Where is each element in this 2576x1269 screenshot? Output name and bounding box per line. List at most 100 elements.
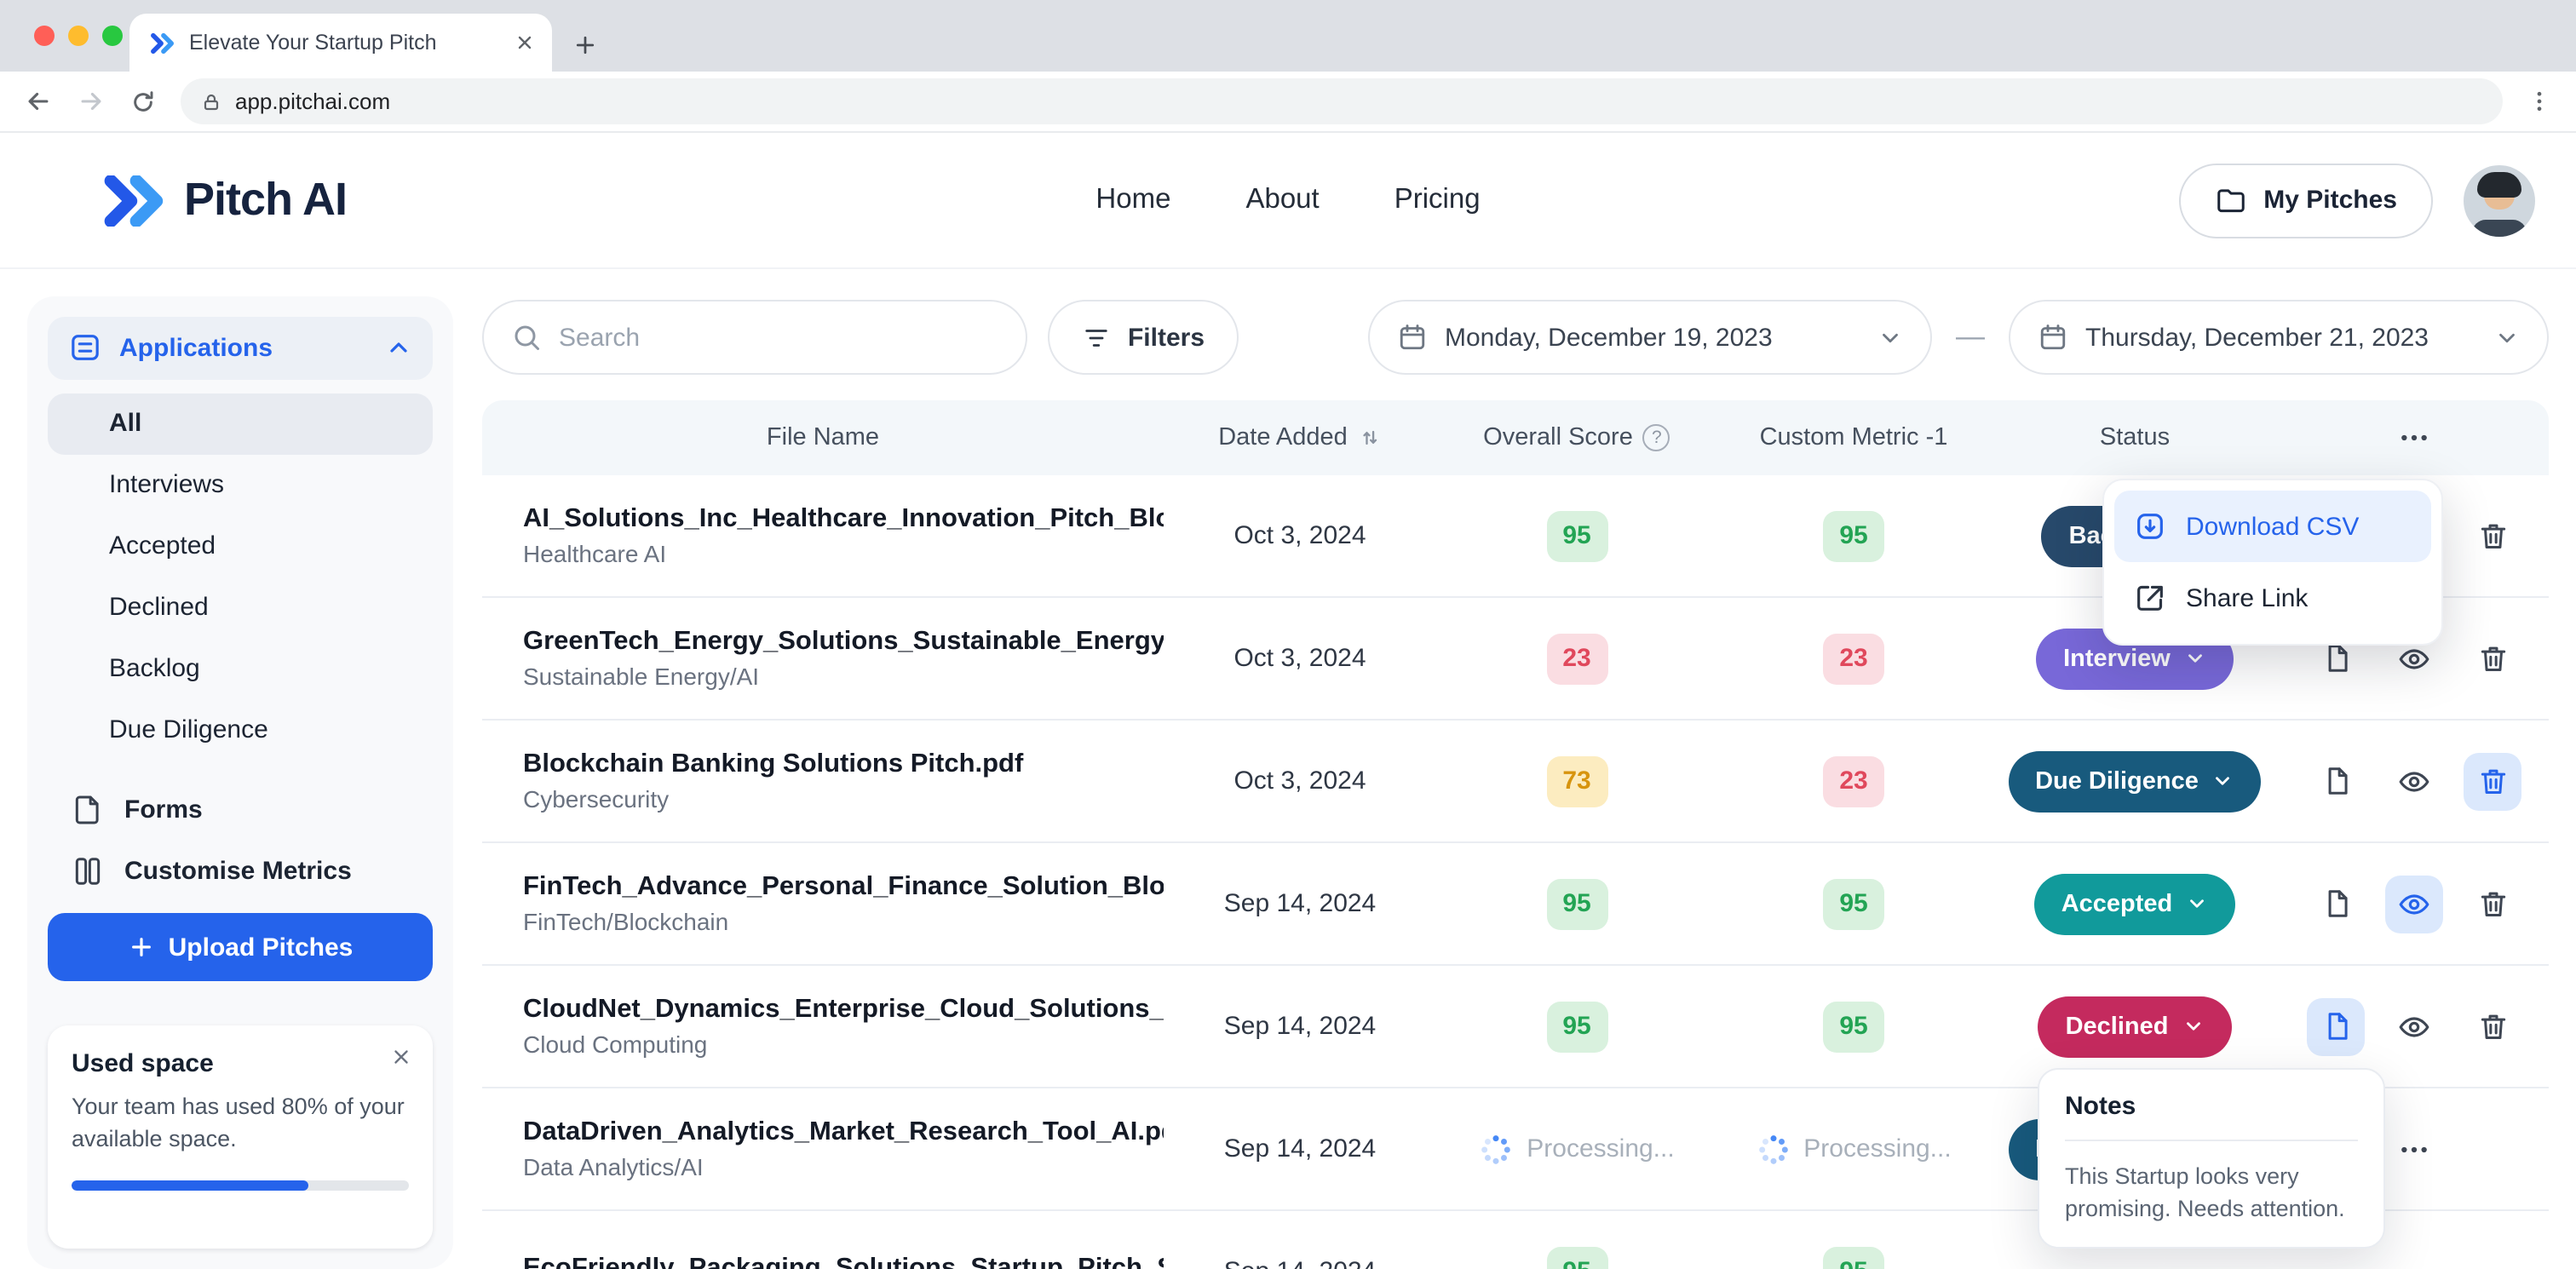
browser-menu-icon[interactable]	[2527, 89, 2552, 114]
url-text: app.pitchai.com	[235, 89, 391, 114]
status-label: Due Diligence	[2035, 767, 2199, 795]
notes-body: This Startup looks very promising. Needs…	[2065, 1163, 2345, 1222]
menu-item-share-link[interactable]: Share Link	[2114, 562, 2431, 634]
file-icon[interactable]	[2307, 752, 2365, 810]
column-overall-score: Overall Score ?	[1436, 424, 1717, 451]
menu-item-download-csv[interactable]: Download CSV	[2114, 491, 2431, 562]
trash-icon[interactable]	[2464, 507, 2521, 565]
file-name: AI_Solutions_Inc_Healthcare_Innovation_P…	[523, 504, 1164, 533]
row-menu-icon[interactable]	[2397, 1132, 2431, 1166]
metrics-columns-icon	[72, 855, 104, 887]
sidebar-item-customise-metrics[interactable]: Customise Metrics	[48, 841, 433, 903]
sidebar-item-declined[interactable]: Declined	[109, 593, 209, 623]
processing-indicator: Processing...	[1756, 1132, 1952, 1166]
date-cell: Oct 3, 2024	[1233, 521, 1366, 550]
nav-pricing[interactable]: Pricing	[1394, 184, 1481, 215]
eye-icon[interactable]	[2385, 752, 2443, 810]
nav-home[interactable]: Home	[1095, 184, 1171, 215]
table-menu-icon[interactable]	[2397, 421, 2431, 455]
used-space-progress-fill	[72, 1180, 308, 1191]
sidebar-item-accepted[interactable]: Accepted	[109, 531, 216, 561]
actions-cell	[2280, 1132, 2549, 1166]
sidebar-item-due-diligence[interactable]: Due Diligence	[109, 715, 268, 745]
chevron-down-icon	[2212, 770, 2234, 792]
date-to-picker[interactable]: Thursday, December 21, 2023	[2009, 300, 2549, 375]
column-custom-metric: Custom Metric -1	[1759, 424, 1948, 451]
table-row[interactable]: Blockchain Banking Solutions Pitch.pdf C…	[482, 721, 2549, 843]
upload-pitches-button[interactable]: Upload Pitches	[48, 913, 433, 982]
filters-button[interactable]: Filters	[1048, 300, 1239, 375]
url-field[interactable]: app.pitchai.com	[181, 78, 2503, 124]
file-icon[interactable]	[2307, 875, 2365, 933]
close-icon[interactable]	[390, 1047, 412, 1069]
reload-icon[interactable]	[129, 88, 157, 115]
brand-logo[interactable]: Pitch AI	[102, 174, 348, 227]
file-name: EcoFriendly_Packaging_Solutions_Startup_…	[523, 1254, 1164, 1269]
file-cell: DataDriven_Analytics_Market_Research_Too…	[482, 1117, 1164, 1180]
row-actions-menu: Download CSV Share Link	[2102, 479, 2443, 646]
column-status: Status	[2099, 424, 2171, 451]
sidebar-item-forms[interactable]: Forms	[48, 778, 433, 840]
help-icon[interactable]: ?	[1642, 424, 1670, 451]
chevron-down-icon	[2184, 647, 2206, 669]
table-row[interactable]: FinTech_Advance_Personal_Finance_Solutio…	[482, 843, 2549, 966]
metric-badge: 23	[1823, 633, 1884, 684]
sort-icon[interactable]	[1358, 426, 1382, 450]
customise-metrics-label: Customise Metrics	[124, 857, 352, 887]
eye-icon[interactable]	[2385, 997, 2443, 1055]
sidebar-item-applications[interactable]: Applications	[48, 317, 433, 380]
plus-icon	[128, 933, 155, 961]
sidebar-item-all[interactable]: All	[48, 393, 433, 455]
trash-icon[interactable]	[2464, 629, 2521, 687]
trash-icon[interactable]	[2464, 752, 2521, 810]
status-cell: Accepted	[1990, 873, 2280, 934]
trash-icon[interactable]	[2464, 997, 2521, 1055]
tab-close-icon[interactable]	[515, 32, 535, 53]
file-cell: AI_Solutions_Inc_Healthcare_Innovation_P…	[482, 504, 1164, 567]
file-icon[interactable]	[2307, 997, 2365, 1055]
processing-label: Processing...	[1803, 1134, 1952, 1163]
status-badge[interactable]: Due Diligence	[2008, 750, 2262, 812]
column-file-name: File Name	[766, 424, 880, 451]
column-actions	[2280, 421, 2549, 455]
browser-tab-strip: Elevate Your Startup Pitch	[0, 0, 2576, 72]
download-csv-label: Download CSV	[2186, 512, 2360, 541]
status-badge[interactable]: Accepted	[2033, 873, 2236, 934]
score-cell: 23	[1436, 633, 1717, 684]
file-icon[interactable]	[2307, 629, 2365, 687]
date-cell: Sep 14, 2024	[1223, 1012, 1377, 1041]
browser-tab[interactable]: Elevate Your Startup Pitch	[129, 14, 552, 72]
eye-icon[interactable]	[2385, 629, 2443, 687]
date-from-value: Monday, December 19, 2023	[1445, 323, 1773, 352]
minimize-window-button[interactable]	[68, 26, 89, 46]
search-input[interactable]	[559, 323, 998, 352]
date-cell: Oct 3, 2024	[1233, 644, 1366, 673]
trash-icon[interactable]	[2464, 875, 2521, 933]
nav-about[interactable]: About	[1245, 184, 1320, 215]
close-window-button[interactable]	[34, 26, 55, 46]
score-badge: 95	[1546, 878, 1607, 929]
forward-icon[interactable]	[77, 87, 106, 116]
sidebar: Applications All Interviews Accepted Dec…	[27, 296, 453, 1269]
avatar[interactable]	[2464, 164, 2535, 236]
back-icon[interactable]	[24, 87, 53, 116]
my-pitches-button[interactable]: My Pitches	[2178, 163, 2433, 238]
file-category: Sustainable Energy/AI	[523, 663, 760, 690]
date-range: Monday, December 19, 2023 — Thursday, De…	[1368, 300, 2549, 375]
new-tab-button[interactable]	[572, 32, 598, 58]
status-badge[interactable]: Declined	[2038, 996, 2232, 1057]
folder-icon	[2214, 184, 2246, 216]
column-date-added[interactable]: Date Added	[1164, 424, 1436, 451]
sidebar-item-interviews[interactable]: Interviews	[109, 470, 225, 500]
metric-badge: 95	[1823, 1246, 1884, 1269]
spinner-icon	[1479, 1132, 1513, 1166]
file-cell: CloudNet_Dynamics_Enterprise_Cloud_Solut…	[482, 995, 1164, 1058]
eye-icon[interactable]	[2385, 875, 2443, 933]
file-name: Blockchain Banking Solutions Pitch.pdf	[523, 749, 1024, 778]
maximize-window-button[interactable]	[102, 26, 123, 46]
sidebar-item-backlog[interactable]: Backlog	[109, 654, 200, 684]
date-from-picker[interactable]: Monday, December 19, 2023	[1368, 300, 1932, 375]
used-space-description: Your team has used 80% of your available…	[72, 1094, 405, 1151]
score-cell: 95	[1436, 878, 1717, 929]
status-label: Accepted	[2061, 890, 2173, 917]
